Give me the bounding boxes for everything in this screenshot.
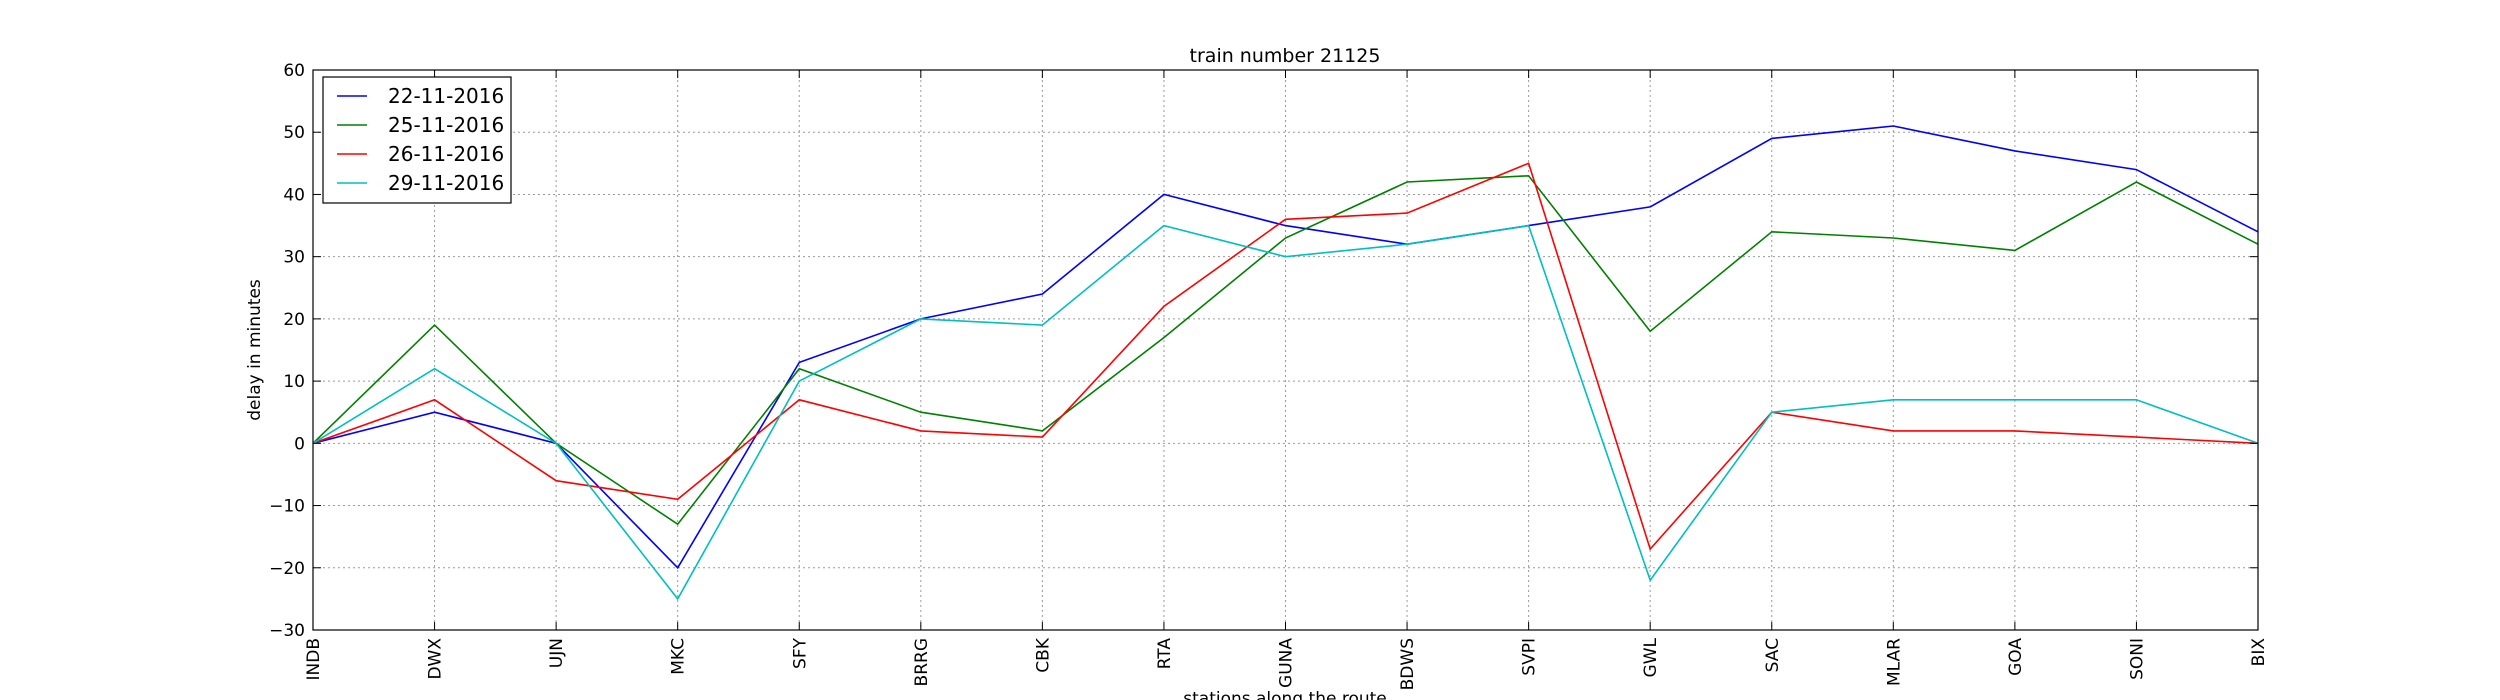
series-line-25-11-2016 <box>312 174 2259 526</box>
x-tick-label: GUNA <box>1277 638 1297 688</box>
x-tick-label: RTA <box>1155 638 1175 670</box>
series-line-26-11-2016 <box>312 162 2259 551</box>
legend-entry: 26-11-2016 <box>388 142 504 166</box>
x-tick-label: GOA <box>2006 638 2026 676</box>
y-tick-label: 50 <box>283 123 305 143</box>
y-tick-label: 30 <box>283 248 305 268</box>
x-tick-label: UJN <box>547 638 567 668</box>
x-tick-label: SFY <box>790 637 810 669</box>
x-tick-label: MLAR <box>1884 638 1904 686</box>
x-tick-label: MKC <box>669 638 689 675</box>
chart-title: train number 21125 <box>1190 45 1381 67</box>
x-tick-label: DWX <box>426 638 446 680</box>
x-axis-label: stations along the route <box>1183 689 1387 700</box>
x-tick-labels: INDB DWX UJN MKC SFY BRRG CBK RTA GUNA BDWS SVPI GW… <box>304 637 2269 690</box>
y-tick-label: 0 <box>294 434 305 454</box>
y-tick-label: 20 <box>283 310 305 330</box>
y-tick-label: −10 <box>269 497 305 517</box>
x-tick-label: SVPI <box>1520 638 1540 676</box>
legend-entry: 29-11-2016 <box>388 171 504 195</box>
x-tick-label: INDB <box>304 638 324 680</box>
x-tick-label: BIX <box>2249 638 2269 667</box>
y-tick-label: 60 <box>283 61 305 81</box>
y-tick-label: 40 <box>283 185 305 205</box>
x-tick-label: SONI <box>2127 638 2147 680</box>
y-tick-label: −30 <box>269 621 305 641</box>
series-lines <box>312 125 2259 601</box>
y-axis-label: delay in minutes <box>245 279 265 421</box>
x-tick-label: BRRG <box>912 638 932 686</box>
legend-entry: 22-11-2016 <box>388 84 504 108</box>
x-tick-label: CBK <box>1033 637 1053 673</box>
axis-ticks <box>312 69 2259 631</box>
series-line-29-11-2016 <box>312 224 2259 601</box>
x-tick-label: BDWS <box>1398 638 1418 690</box>
x-tick-label: GWL <box>1641 637 1661 677</box>
legend: 22-11-2016 25-11-2016 26-11-2016 29-11-2016 <box>322 76 512 204</box>
y-tick-labels: −30 −20 −10 0 10 20 30 40 50 60 <box>269 61 305 641</box>
legend-box <box>322 76 512 204</box>
x-tick-label: SAC <box>1763 638 1783 672</box>
y-tick-label: −20 <box>269 559 305 579</box>
y-tick-label: 10 <box>283 372 305 392</box>
legend-entry: 25-11-2016 <box>388 113 504 137</box>
grid-lines <box>312 69 2259 631</box>
series-line-22-11-2016 <box>312 125 2259 570</box>
